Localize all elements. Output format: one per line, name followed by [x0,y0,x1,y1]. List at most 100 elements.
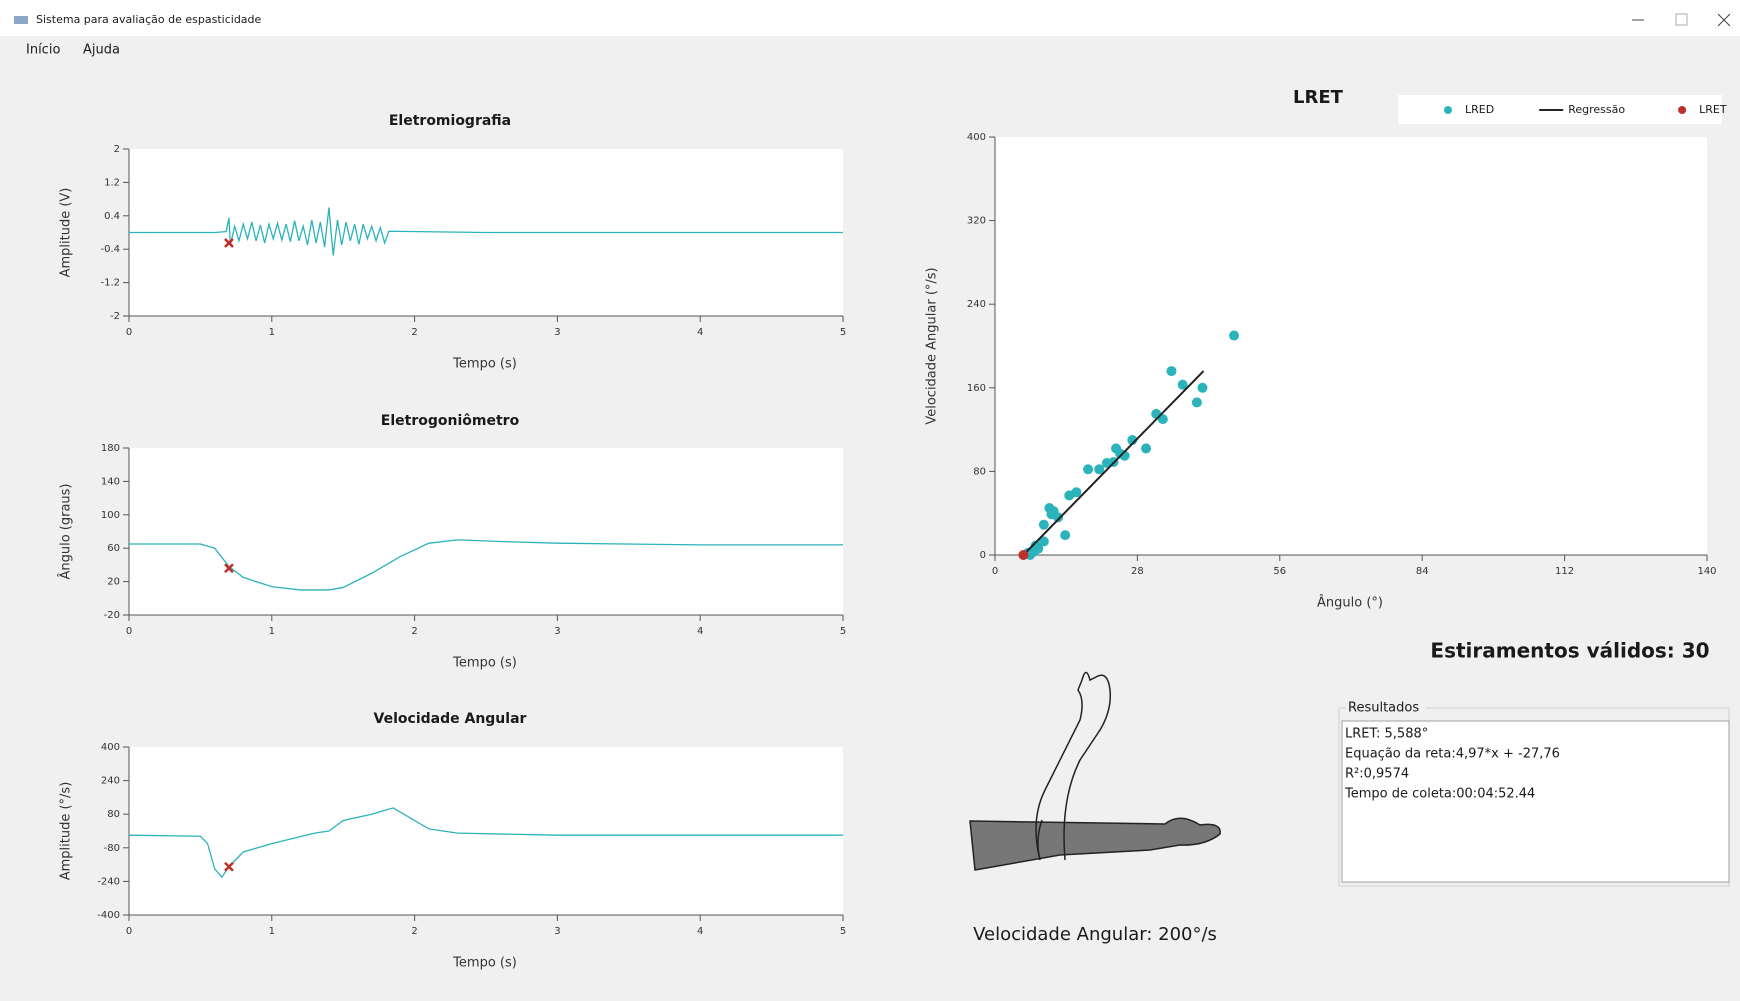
results-line: Equação da reta:4,97*x + -27,76 [1345,747,1560,762]
menu-item[interactable]: Início [26,43,60,58]
y-axis-label: Amplitude (°/s) [59,782,74,881]
scatter-point [1060,530,1071,541]
scatter-point [1071,487,1082,498]
menu-item[interactable]: Ajuda [83,43,120,58]
results-line: Tempo de coleta:00:04:52.44 [1344,787,1535,802]
y-tick-label: -80 [104,843,120,854]
x-tick-label: 0 [992,566,998,577]
plot-area [995,137,1707,555]
scatter-point [1018,550,1029,560]
y-tick-label: 180 [101,443,120,454]
y-tick-label: 240 [101,776,120,787]
scatter-point [1101,458,1112,469]
x-tick-label: 0 [126,926,132,937]
x-tick-label: 28 [1131,566,1144,577]
legend-swatch [1444,106,1452,114]
scatter-point [1141,443,1152,454]
regression-line [1022,370,1205,556]
y-tick-label: -20 [104,610,120,621]
y-tick-label: 160 [967,383,986,394]
scatter-point [1048,506,1059,517]
x-tick-label: 3 [554,926,560,937]
x-axis-label: Tempo (s) [452,656,517,671]
x-tick-label: 4 [697,926,703,937]
x-tick-label: 0 [126,626,132,637]
x-tick-label: 5 [840,327,846,338]
y-tick-label: 140 [101,476,120,487]
scatter-point [1083,464,1094,475]
y-axis-label: Velocidade Angular (°/s) [925,267,940,424]
y-tick-label: 320 [967,216,986,227]
lret-marker [224,238,234,248]
y-tick-label: 2 [114,144,120,155]
results-box [1341,720,1730,883]
legend-label: LRED [1465,103,1494,116]
x-tick-label: 5 [840,626,846,637]
x-tick-label: 0 [126,327,132,338]
scatter-point [1038,536,1049,547]
legend-label: LRET [1699,103,1727,116]
y-tick-label: 80 [973,466,986,477]
signal-line [128,807,843,879]
y-tick-label: 100 [101,510,120,521]
scatter-point [1229,330,1240,341]
results-title-bg [1346,700,1426,714]
y-tick-label: -400 [97,910,120,921]
valid-stretches: Estiramentos válidos: 30 [1430,639,1709,663]
x-tick-label: 5 [840,926,846,937]
title-bar [0,0,1740,36]
y-tick-label: 60 [107,543,120,554]
x-axis-label: Tempo (s) [452,357,517,372]
chart-title: Eletromiografia [389,113,511,129]
x-tick-label: 56 [1273,566,1286,577]
y-tick-label: 240 [967,299,986,310]
scatter-point [1166,366,1177,377]
scatter-point [1197,382,1208,393]
scatter-point [1115,448,1126,459]
window-title: Sistema para avaliação de espasticidade [36,13,262,26]
y-tick-label: -1.2 [100,278,120,289]
lret-marker [224,563,234,574]
y-tick-label: 0 [980,550,986,561]
x-tick-label: 1 [269,926,275,937]
y-axis-label: Amplitude (V) [59,188,74,278]
scatter-point [1038,519,1049,530]
x-tick-label: 3 [554,327,560,338]
y-axis-label: Ângulo (graus) [58,483,74,579]
chart-title: Eletrogoniômetro [381,413,520,429]
legend-label: Regressão [1568,103,1625,116]
x-tick-label: 84 [1416,566,1429,577]
plot-area [129,448,843,615]
x-tick-label: 140 [1697,566,1716,577]
arm-speed-label: Velocidade Angular: 200°/s [973,924,1217,945]
y-tick-label: 1.2 [104,177,120,188]
x-axis-label: Tempo (s) [452,956,517,971]
y-tick-label: -2 [110,311,120,322]
x-tick-label: 3 [554,626,560,637]
y-tick-label: 80 [107,809,120,820]
maximize-button[interactable] [1675,13,1688,26]
chart-title: LRET [1293,87,1344,108]
app-icon [14,16,28,24]
plot-area [129,747,843,915]
x-tick-label: 4 [697,327,703,338]
signal-line [129,207,843,256]
y-tick-label: 400 [101,742,120,753]
results-line: R²:0,9574 [1345,767,1409,782]
arm-illustration [969,671,1221,871]
lret-marker [224,861,234,872]
x-tick-label: 2 [411,327,417,338]
scatter-point [1094,464,1105,475]
legend-swatch [1678,106,1687,114]
x-tick-label: 1 [269,626,275,637]
scatter-point [1030,540,1041,551]
y-tick-label: 0.4 [104,211,120,222]
x-tick-label: 112 [1555,566,1574,577]
y-tick-label: 400 [967,132,986,143]
y-tick-label: -240 [97,876,120,887]
close-button[interactable] [1717,13,1731,27]
chart-title: Velocidade Angular [374,711,527,727]
scatter-point [1177,379,1188,390]
